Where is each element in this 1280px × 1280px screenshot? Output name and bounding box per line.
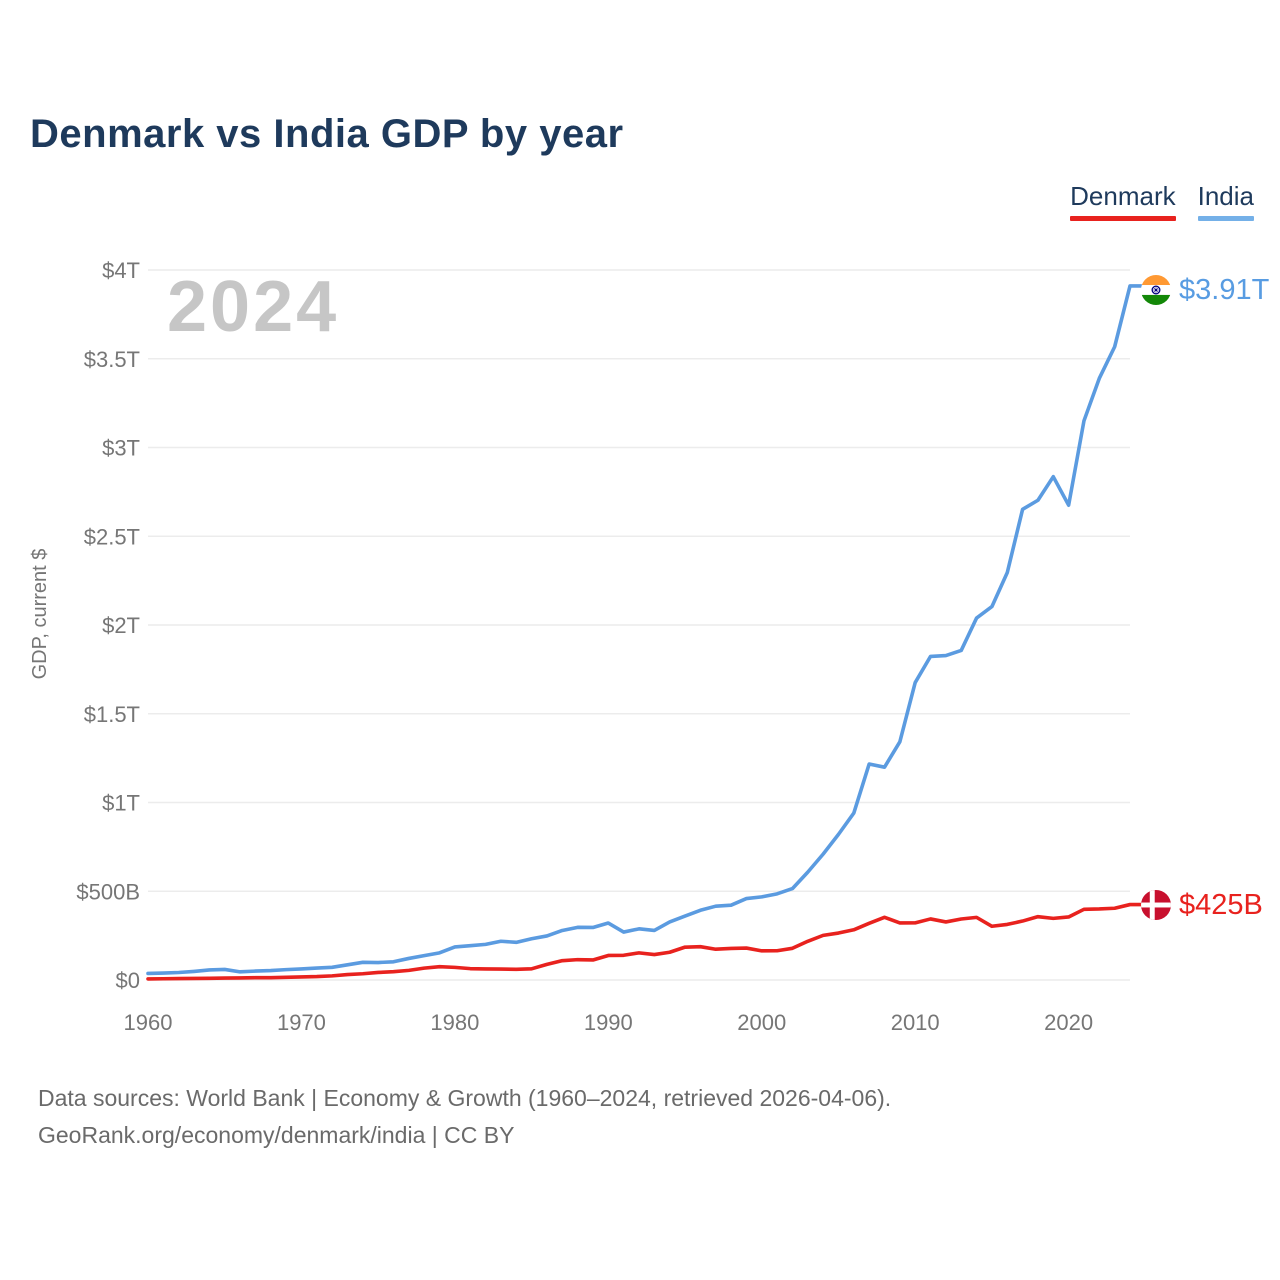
y-tick-label: $1T — [102, 791, 140, 816]
year-watermark: 2024 — [167, 267, 340, 347]
india-end-value: $3.91T — [1179, 273, 1270, 306]
series-line-india — [146, 284, 1143, 976]
india-flag-icon — [1141, 275, 1171, 305]
axes-layer: $0 $500B $1T $1.5T $2T $2.5T $3T $3.5T $4T 1960 19… — [76, 258, 1130, 1035]
y-tick-label: $2.5T — [84, 524, 140, 549]
end-label-india: $3.91T — [1141, 272, 1269, 308]
end-label-denmark: $425B — [1141, 887, 1263, 923]
chart-legend: Denmark India — [1070, 181, 1254, 221]
y-tick-label: $1.5T — [84, 702, 140, 727]
source-line-1: Data sources: World Bank | Economy & Gro… — [38, 1085, 892, 1111]
page-title: Denmark vs India GDP by year — [30, 112, 624, 156]
legend-item-india[interactable]: India — [1197, 181, 1254, 221]
legend-item-denmark[interactable]: Denmark — [1070, 181, 1176, 221]
y-tick-label: $3.5T — [84, 347, 140, 372]
source-line-2: GeoRank.org/economy/denmark/india | CC B… — [38, 1122, 515, 1148]
denmark-end-value: $425B — [1179, 888, 1263, 921]
y-tick-label: $3T — [102, 436, 140, 461]
x-tick-label: 1960 — [124, 1010, 173, 1035]
legend-underline-india — [1197, 216, 1254, 221]
y-axis-title: GDP, current $ — [29, 549, 51, 680]
legend-label-india: India — [1197, 181, 1254, 211]
y-tick-label: $4T — [102, 258, 140, 283]
x-tick-label: 2000 — [737, 1010, 786, 1035]
x-tick-label: 1970 — [277, 1010, 326, 1035]
legend-label-denmark: Denmark — [1070, 181, 1176, 211]
x-tick-label: 1980 — [430, 1010, 479, 1035]
y-tick-label: $0 — [116, 968, 140, 993]
x-tick-label: 1990 — [584, 1010, 633, 1035]
y-tick-label: $500B — [76, 879, 140, 904]
x-tick-label: 2020 — [1044, 1010, 1093, 1035]
x-tick-label: 2010 — [891, 1010, 940, 1035]
series-line-denmark — [146, 902, 1143, 981]
denmark-flag-icon — [1141, 890, 1171, 920]
source-footer: Data sources: World Bank | Economy & Gro… — [38, 1080, 891, 1154]
legend-underline-denmark — [1070, 216, 1176, 221]
y-tick-label: $2T — [102, 613, 140, 638]
